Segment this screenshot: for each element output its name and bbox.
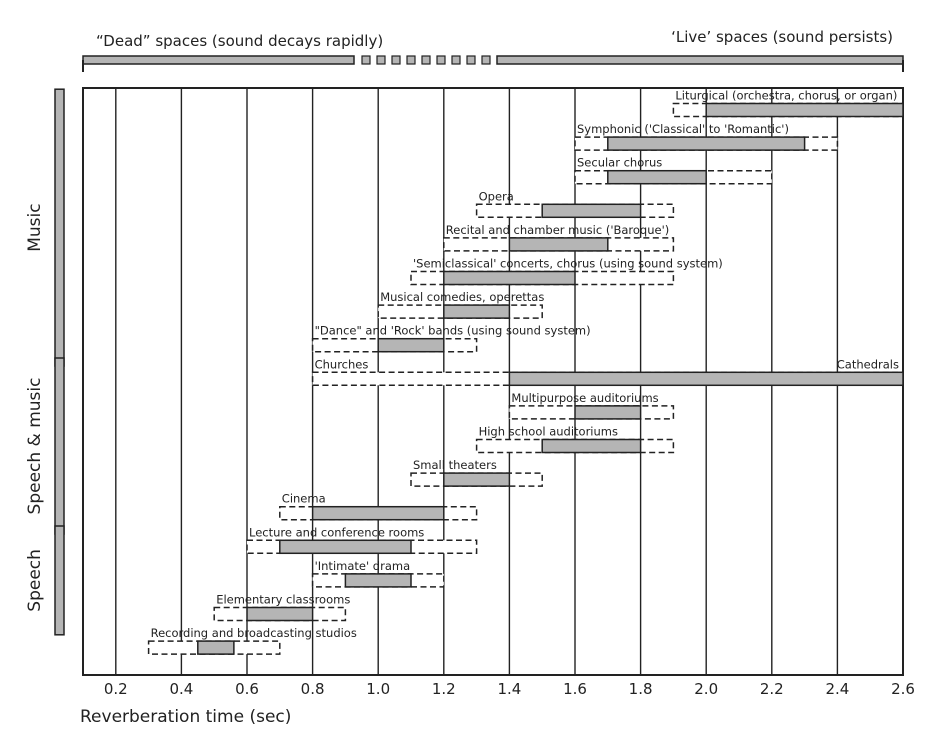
preferred-bar (508, 371, 904, 387)
category-label: Music (25, 203, 45, 251)
preferred-bar (443, 304, 511, 319)
preferred-bar (443, 270, 576, 286)
row-label: Symphonic ('Classical' to 'Romantic') (577, 122, 789, 136)
preferred-bar (279, 539, 412, 555)
transition-square (391, 55, 401, 65)
transition-square (481, 55, 491, 65)
x-axis-label: Reverberation time (sec) (80, 707, 291, 727)
bars: Liturgical (orchestra, chorus, or organ)… (147, 89, 904, 655)
row-label: Opera (479, 189, 514, 203)
row-label: Churches (315, 357, 369, 371)
preferred-bar (246, 606, 314, 622)
transition-square (406, 55, 416, 65)
row-label: Recording and broadcasting studios (151, 626, 357, 640)
header-live-spaces: ‘Live’ spaces (sound persists) (671, 28, 893, 46)
row-label: 'Semiclassical' concerts, chorus (using … (413, 257, 723, 271)
row-label: 'Intimate' drama (315, 559, 411, 573)
x-tick-label: 2.0 (694, 680, 718, 698)
x-tick-label: 2.2 (760, 680, 784, 698)
row-label: Cathedrals (837, 357, 899, 371)
x-tick-label: 0.8 (301, 680, 325, 698)
row-label: Recital and chamber music ('Baroque') (446, 223, 669, 237)
preferred-bar (344, 573, 412, 588)
x-tick-label: 1.2 (432, 680, 456, 698)
preferred-bar (197, 640, 235, 655)
row-label: Musical comedies, operettas (380, 290, 544, 304)
preferred-bar (377, 337, 445, 353)
preferred-bar (541, 438, 642, 454)
row-label: Lecture and conference rooms (249, 525, 424, 539)
preferred-bar (705, 102, 904, 118)
preferred-bar (508, 237, 609, 252)
category-band (54, 525, 65, 636)
row-label: Secular chorus (577, 156, 662, 170)
x-tick-label: 1.0 (366, 680, 390, 698)
dead-spaces-bar (82, 55, 355, 65)
row-label: Cinema (282, 492, 326, 506)
transition-square (421, 55, 431, 65)
header-dead-spaces: “Dead” spaces (sound decays rapidly) (96, 32, 383, 50)
category-label: Speech (25, 549, 45, 612)
preferred-bar (311, 505, 445, 521)
live-spaces-bar (496, 55, 904, 65)
transition-square (376, 55, 386, 65)
preferred-bar (443, 472, 511, 487)
preferred-bar (607, 169, 707, 185)
x-tick-label: 1.6 (563, 680, 587, 698)
transition-square (361, 55, 371, 65)
x-tick-label: 0.4 (169, 680, 193, 698)
x-tick-label: 0.6 (235, 680, 259, 698)
preferred-bar (574, 405, 642, 420)
row-label: Elementary classrooms (216, 593, 350, 607)
preferred-bar (607, 136, 806, 151)
transition-square (451, 55, 461, 65)
preferred-bar (541, 203, 642, 219)
x-tick-label: 2.6 (891, 680, 915, 698)
category-band (54, 357, 65, 535)
row-label: Liturgical (orchestra, chorus, or organ) (675, 89, 897, 103)
row-label: High school auditoriums (479, 425, 618, 439)
x-tick-label: 2.4 (825, 680, 849, 698)
transition-square (466, 55, 476, 65)
x-tick-label: 1.4 (497, 680, 521, 698)
x-axis: 0.2 0.4 0.6 0.8 1.0 1.2 1.4 1.6 1.8 2.0 2.2 2.4 2.6 (104, 680, 915, 698)
x-tick-label: 1.8 (629, 680, 653, 698)
transition-square (436, 55, 446, 65)
row-label: Small theaters (413, 458, 497, 472)
header: “Dead” spaces (sound decays rapidly) ‘Liv… (82, 28, 904, 72)
x-tick-label: 0.2 (104, 680, 128, 698)
category-axis: Music Speech & music Speech (25, 88, 65, 636)
category-label: Speech & music (25, 378, 45, 515)
row-label: "Dance" and 'Rock' bands (using sound sy… (315, 324, 591, 338)
row-label: Multipurpose auditoriums (511, 391, 658, 405)
category-band (54, 88, 65, 367)
